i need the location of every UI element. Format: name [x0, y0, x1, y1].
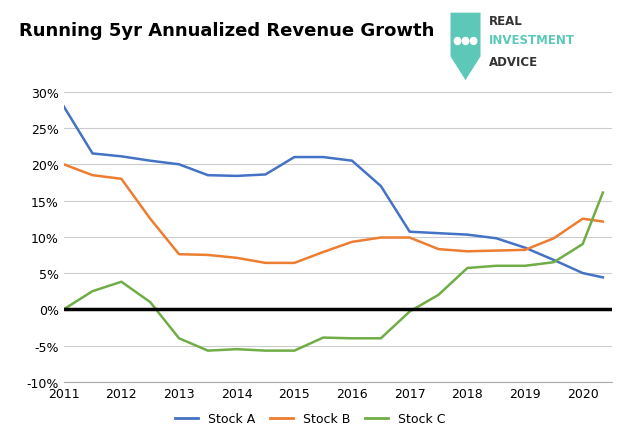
PathPatch shape	[450, 13, 482, 83]
Circle shape	[454, 38, 461, 46]
Text: REAL: REAL	[489, 14, 522, 27]
Circle shape	[470, 38, 476, 46]
Legend: Stock A, Stock B, Stock C: Stock A, Stock B, Stock C	[171, 408, 450, 431]
Text: ADVICE: ADVICE	[489, 56, 538, 69]
Circle shape	[462, 38, 469, 46]
Text: INVESTMENT: INVESTMENT	[489, 34, 575, 47]
Text: Running 5yr Annualized Revenue Growth: Running 5yr Annualized Revenue Growth	[19, 22, 434, 39]
